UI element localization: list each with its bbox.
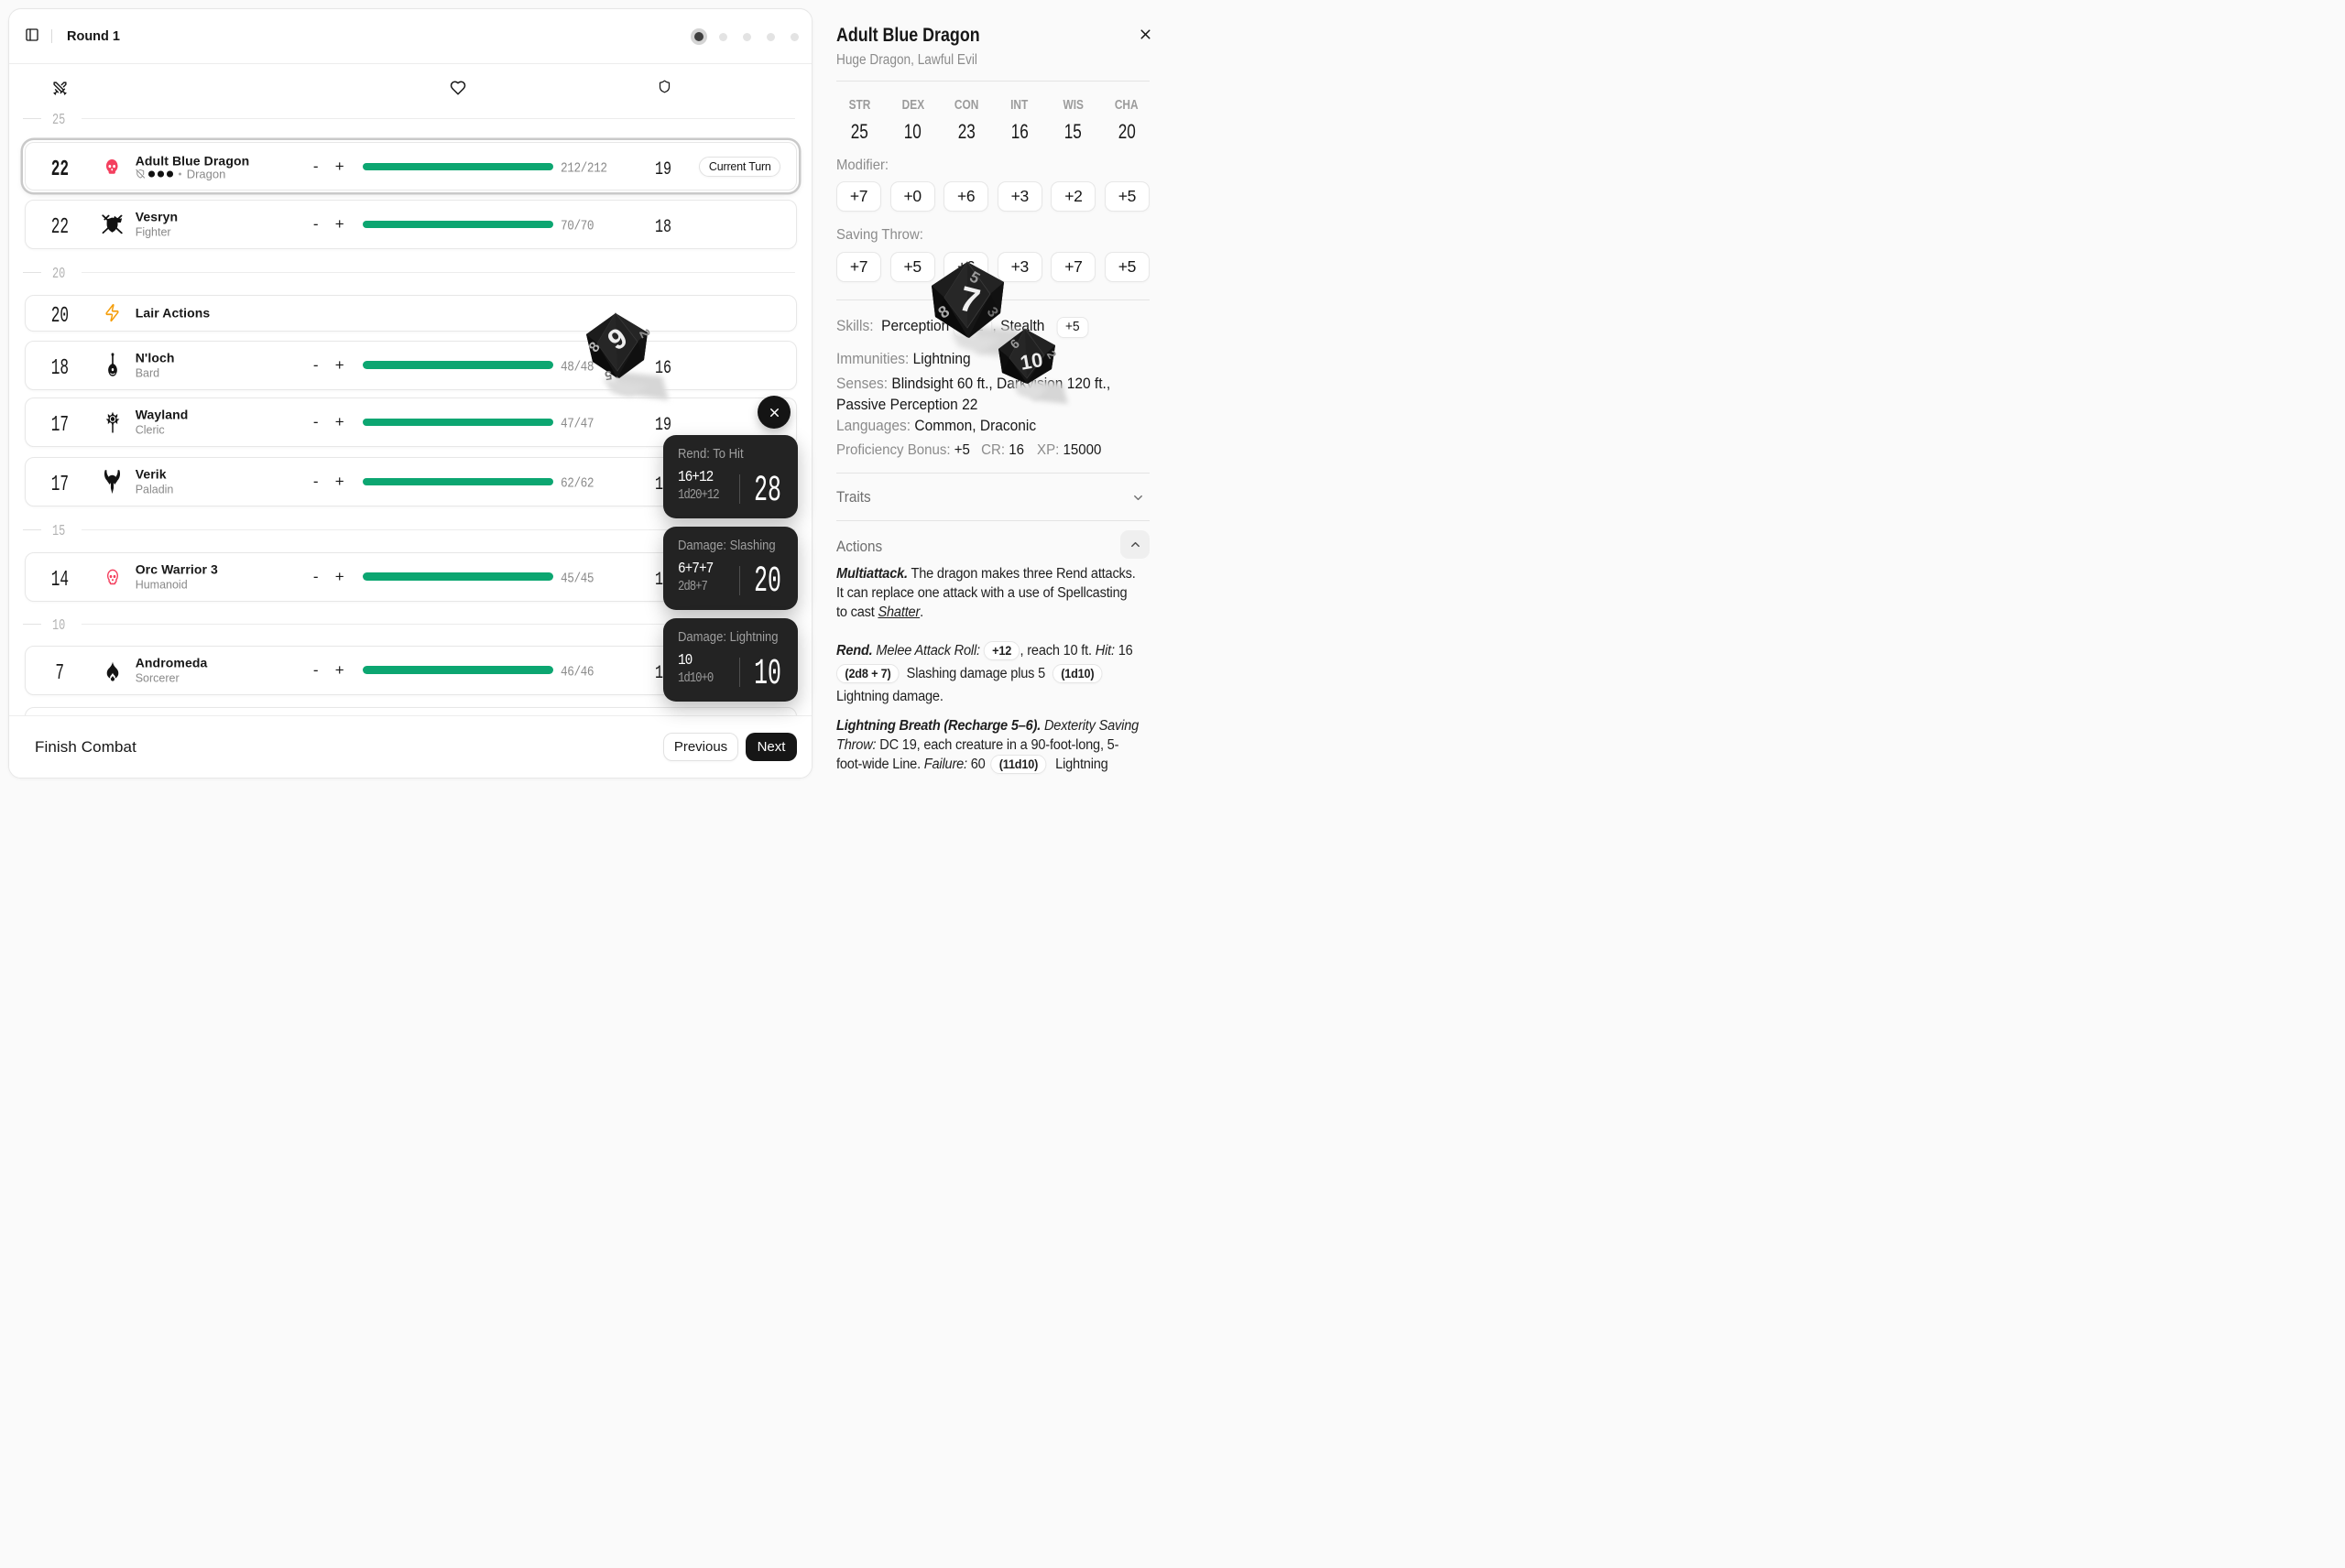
svg-text:5: 5 <box>604 368 613 384</box>
svg-text:10: 10 <box>1019 348 1044 375</box>
